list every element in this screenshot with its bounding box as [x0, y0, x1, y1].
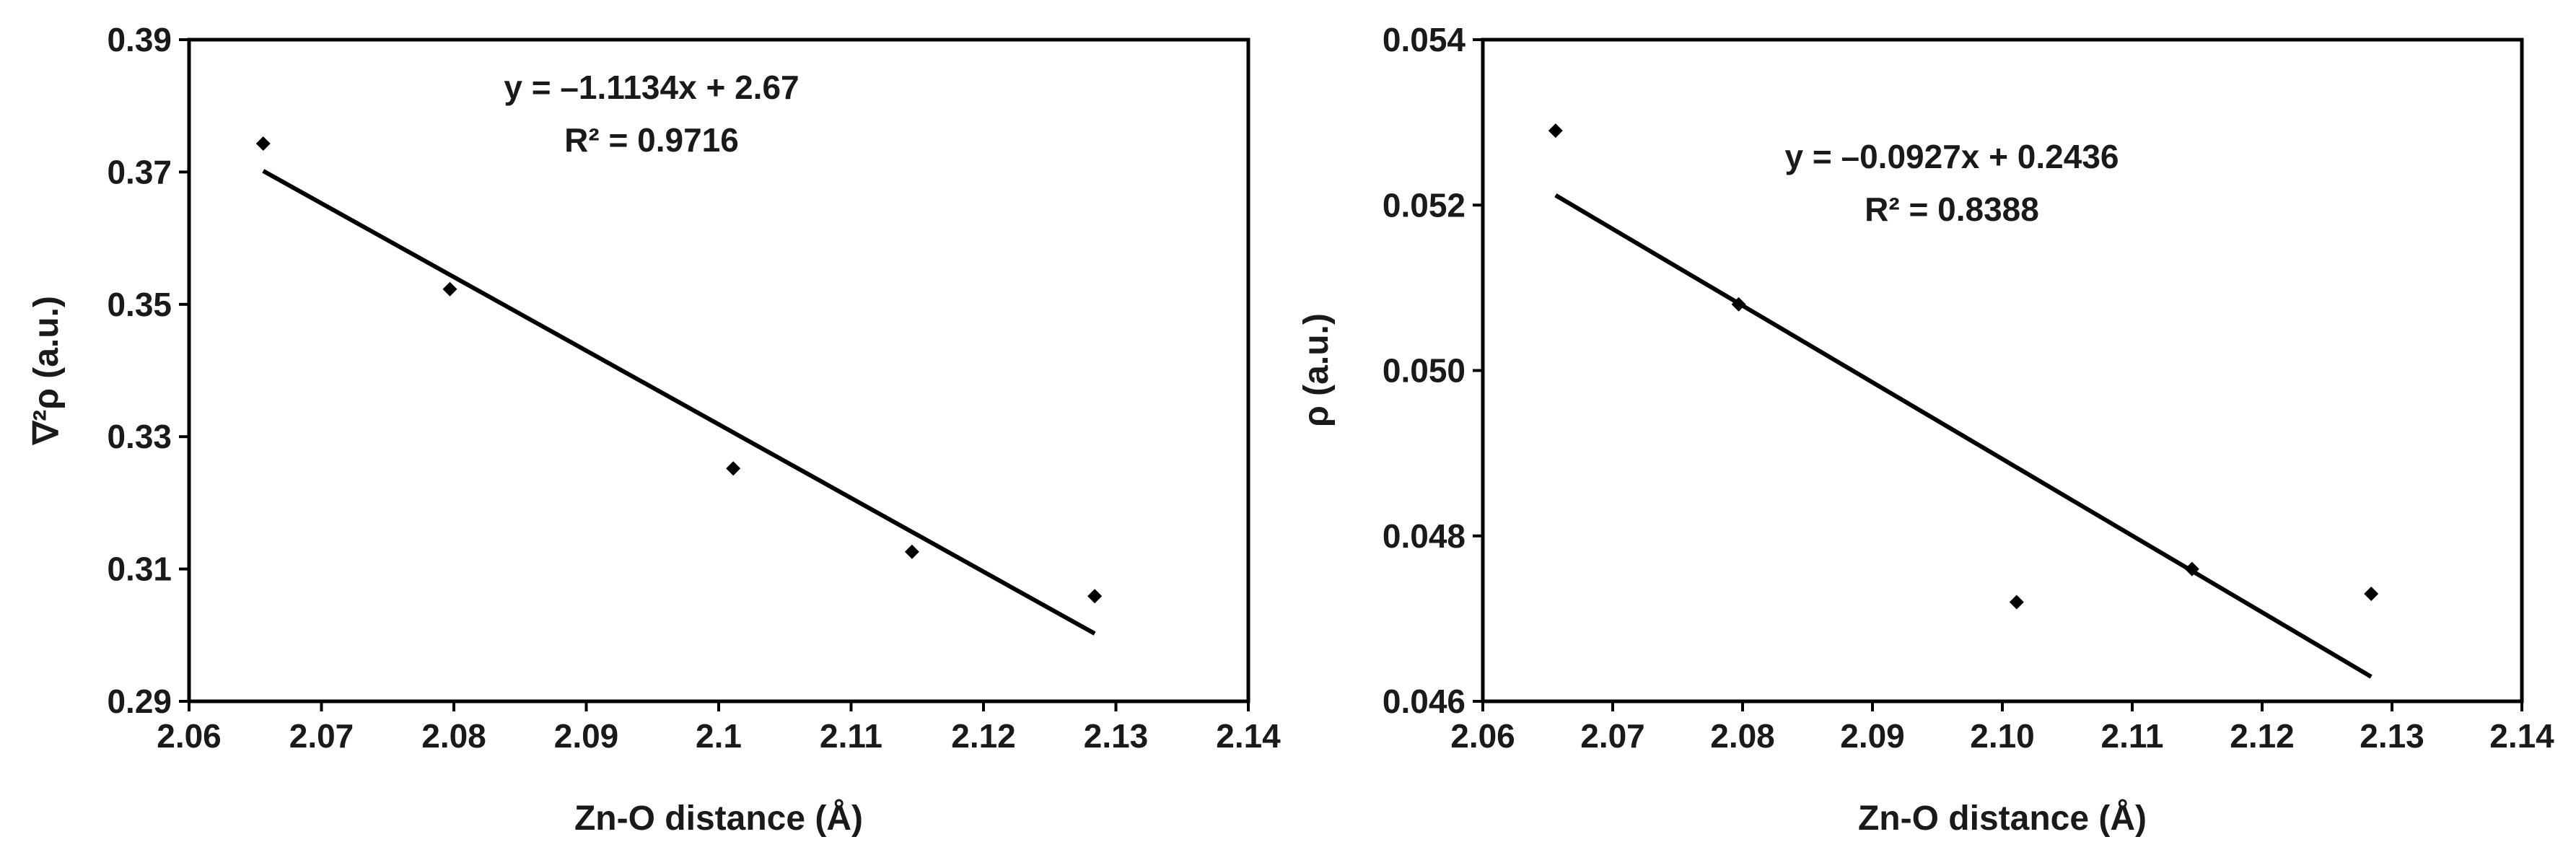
- x-tick-label: 2.08: [1710, 717, 1775, 755]
- r-squared-label: R² = 0.8388: [1865, 190, 2039, 228]
- x-axis-title: Zn-O distance (Å): [574, 799, 863, 838]
- x-tick-label: 2.08: [421, 717, 486, 755]
- trendline-equation: y = –1.1134x + 2.67: [504, 69, 799, 106]
- data-point: [1087, 589, 1103, 604]
- y-axis: 0.046 0.048 0.050 0.052 0.054: [1383, 21, 1483, 720]
- x-tick-label: 2.14: [2489, 717, 2554, 755]
- data-points: [255, 136, 1103, 604]
- x-tick-label: 2.11: [2101, 717, 2164, 755]
- x-tick-label: 2.13: [2360, 717, 2424, 755]
- y-tick-label: 0.052: [1383, 186, 1466, 224]
- y-tick-label: 0.33: [107, 418, 172, 455]
- data-point: [726, 461, 741, 476]
- x-tick-label: 2.13: [1084, 717, 1149, 755]
- y-tick-label: 0.050: [1383, 352, 1466, 390]
- y-tick-label: 0.054: [1383, 21, 1466, 58]
- chart-density-vs-distance: 2.06 2.07 2.08 2.09 2.10 2.11 2.12 2.13 2.14 0.0…: [1297, 21, 2554, 838]
- data-point: [904, 544, 919, 559]
- x-tick-label: 2.1: [696, 717, 742, 755]
- x-tick-label: 2.07: [1580, 717, 1645, 755]
- data-point: [1548, 123, 1563, 139]
- y-axis-title: ∇²ρ (a.u.): [27, 296, 66, 446]
- x-axis: 2.06 2.07 2.08 2.09 2.1 2.11 2.12 2.13 2.14: [157, 701, 1281, 755]
- x-tick-label: 2.06: [157, 717, 222, 755]
- x-tick-label: 2.10: [1970, 717, 2035, 755]
- x-tick-label: 2.14: [1216, 717, 1281, 755]
- x-tick-label: 2.07: [289, 717, 354, 755]
- chart-laplacian-vs-distance: 2.06 2.07 2.08 2.09 2.1 2.11 2.12 2.13 2.14 0.29…: [27, 21, 1281, 838]
- x-tick-label: 2.12: [2230, 717, 2295, 755]
- x-tick-label: 2.09: [1840, 717, 1905, 755]
- y-tick-label: 0.048: [1383, 517, 1466, 555]
- trendline-group: [1554, 193, 2373, 679]
- trendline-equation: y = –0.0927x + 0.2436: [1785, 138, 2119, 175]
- data-point: [2009, 595, 2024, 610]
- trendline: [262, 169, 1096, 636]
- y-tick-label: 0.31: [107, 551, 172, 588]
- y-tick-label: 0.35: [107, 286, 172, 323]
- trendline: [1554, 193, 2373, 679]
- y-axis-title: ρ (a.u.): [1297, 313, 1336, 427]
- trendline-group: [262, 169, 1096, 636]
- data-point: [2364, 586, 2379, 601]
- r-squared-label: R² = 0.9716: [564, 121, 739, 159]
- y-tick-label: 0.29: [107, 683, 172, 720]
- x-tick-label: 2.06: [1450, 717, 1515, 755]
- x-tick-label: 2.12: [951, 717, 1016, 755]
- x-axis-title: Zn-O distance (Å): [1858, 799, 2147, 838]
- y-tick-label: 0.39: [107, 21, 172, 58]
- x-tick-label: 2.11: [820, 717, 882, 755]
- y-axis: 0.29 0.31 0.33 0.35 0.37 0.39: [107, 21, 189, 720]
- y-tick-label: 0.37: [107, 153, 172, 190]
- y-tick-label: 0.046: [1383, 683, 1466, 720]
- data-point: [442, 281, 457, 297]
- data-points: [1548, 123, 2379, 610]
- data-point: [2184, 561, 2199, 576]
- x-tick-label: 2.09: [554, 717, 619, 755]
- x-axis: 2.06 2.07 2.08 2.09 2.10 2.11 2.12 2.13 2.14: [1450, 701, 2554, 755]
- data-point: [255, 136, 271, 151]
- data-point: [1731, 297, 1746, 312]
